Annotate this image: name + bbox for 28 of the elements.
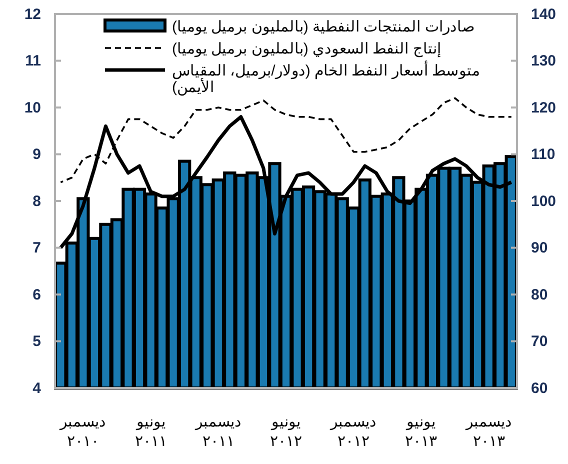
y-tick-label: 4 [32,380,42,397]
legend-label: صادرات المنتجات النفطية (بالمليون برميل يوميا) [172,18,475,36]
x-tick-label: يونيو ٢٠١٢ [270,414,302,450]
y2-tick-label: 120 [531,99,556,116]
y2-tick-label: 140 [531,6,556,23]
y-tick-label: 11 [25,52,41,70]
legend-label: إنتاج النفط السعودي (بالمليون برميل يوميا) [172,40,441,58]
y-tick-label: 12 [24,6,41,23]
legend-label: متوسط أسعار النفط الخام (دولار/برميل، المقياس الأيمن) [172,60,480,96]
y-tick-label: 6 [32,286,41,304]
x-tick-label: ديسمبر ٢٠١٣ [464,414,512,450]
y-tick-label: 7 [32,240,41,257]
y2-tick-label: 90 [531,240,548,257]
x-tick-label: ديسمبر ٢٠١٢ [330,414,377,450]
y2-tick-label: 100 [531,192,556,210]
x-tick-label: يونيو ٢٠١٣ [405,414,438,450]
y2-tick-label: 110 [531,146,556,164]
x-tick-label: ديسمبر ٢٠١٠ [59,414,106,450]
x-tick-label: ديسمبر ٢٠١١ [194,414,242,450]
y-tick-label: 5 [32,333,41,350]
y2-tick-label: 60 [531,380,548,397]
x-tick-label: يونيو ٢٠١١ [134,414,167,450]
y-tick-label: 10 [24,99,41,116]
y2-tick-label: 130 [531,52,556,70]
y-tick-label: 9 [32,146,41,164]
y2-tick-label: 80 [531,286,548,304]
y2-tick-label: 70 [531,333,548,350]
y-tick-label: 8 [32,192,41,210]
